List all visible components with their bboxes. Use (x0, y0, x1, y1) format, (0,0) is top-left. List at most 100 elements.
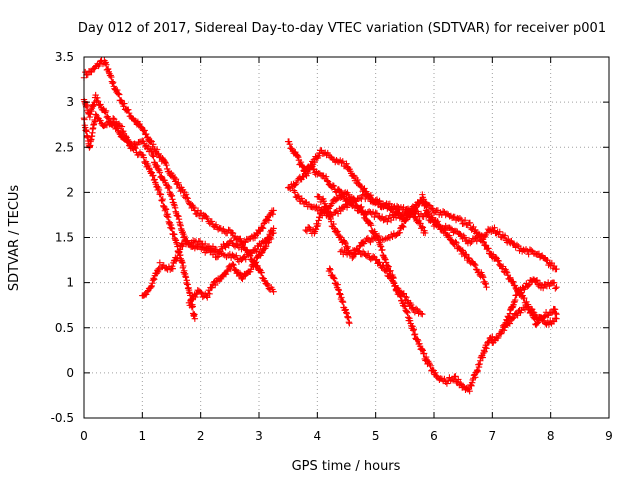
data-point (419, 347, 426, 354)
data-point (380, 262, 387, 269)
data-point (175, 179, 182, 186)
data-point (125, 138, 132, 145)
data-point (216, 248, 223, 256)
data-point (286, 140, 293, 148)
data-point (222, 271, 230, 278)
series-arc-11 (325, 265, 353, 327)
data-point (521, 294, 528, 302)
data-point (258, 224, 266, 231)
data-point (149, 151, 157, 159)
data-point (456, 214, 464, 222)
data-point (155, 150, 162, 157)
data-point (265, 217, 273, 224)
data-point (479, 272, 486, 280)
data-point (479, 236, 487, 243)
data-point (247, 252, 254, 259)
data-point (473, 237, 480, 245)
data-point (364, 192, 372, 200)
data-point (153, 183, 161, 190)
data-point (389, 205, 396, 213)
data-point (97, 101, 104, 108)
data-point (108, 73, 115, 81)
data-point (352, 198, 359, 205)
data-point (480, 349, 487, 357)
data-point (377, 200, 385, 207)
data-point (474, 367, 481, 375)
data-point (83, 101, 91, 109)
data-point (369, 253, 377, 260)
data-point (155, 186, 163, 194)
data-point (189, 303, 196, 310)
data-point (506, 320, 514, 327)
data-point (293, 179, 300, 187)
data-point (507, 274, 514, 281)
data-point (150, 153, 157, 160)
data-point (510, 240, 517, 247)
data-point (209, 243, 217, 250)
data-point (256, 266, 263, 273)
data-point (417, 310, 425, 317)
data-point (381, 255, 389, 263)
data-point (125, 106, 132, 113)
data-point (330, 274, 337, 282)
data-point (331, 275, 338, 282)
data-point (400, 290, 408, 297)
data-point (357, 204, 364, 211)
data-point (252, 259, 260, 266)
data-point (155, 165, 162, 173)
data-point (396, 291, 404, 299)
data-point (171, 174, 178, 182)
data-point (149, 280, 156, 287)
data-point (446, 232, 453, 239)
x-tick-label: 9 (605, 429, 613, 443)
chart-title: Day 012 of 2017, Sidereal Day-to-day VTE… (78, 21, 606, 36)
data-point (88, 68, 95, 76)
data-point (229, 260, 236, 268)
data-point (351, 197, 358, 204)
data-point (553, 283, 560, 291)
data-point (116, 91, 123, 98)
data-point (407, 208, 414, 216)
data-point (461, 217, 469, 224)
data-point (485, 245, 492, 252)
data-point (376, 259, 383, 266)
data-point (190, 203, 197, 211)
data-point (518, 289, 525, 296)
y-tick-label: -0.5 (51, 411, 74, 425)
data-point (494, 334, 502, 342)
data-point (553, 265, 560, 273)
data-point (104, 65, 112, 73)
data-point (109, 79, 117, 86)
data-point (379, 246, 386, 253)
data-point (295, 153, 302, 161)
data-point (483, 345, 490, 352)
data-point (102, 109, 109, 116)
data-point (544, 256, 551, 264)
data-point (356, 243, 363, 250)
data-point (151, 276, 158, 283)
data-point (299, 162, 306, 170)
data-point (367, 222, 375, 229)
data-point (551, 306, 559, 313)
axes: 0 1 2 3 4 5 6 7 8 9 -0.5 0 0.5 1 1.5 2 2.5 3 3.5 (51, 50, 613, 443)
data-point (360, 210, 367, 218)
data-point (312, 226, 320, 233)
data-point (354, 176, 361, 184)
data-point (356, 205, 363, 213)
data-point (401, 303, 409, 310)
data-point (411, 331, 418, 339)
data-point (228, 229, 236, 236)
grid-lines (84, 57, 609, 418)
data-point (303, 228, 311, 235)
data-point (343, 160, 350, 167)
data-point (367, 220, 374, 227)
data-point (481, 348, 488, 355)
data-point (159, 195, 166, 203)
data-point (118, 97, 125, 104)
x-tick-label: 5 (372, 429, 380, 443)
data-point (145, 165, 153, 172)
data-point (223, 267, 231, 275)
data-point (422, 229, 429, 237)
data-point (427, 362, 434, 370)
data-point (182, 191, 190, 198)
